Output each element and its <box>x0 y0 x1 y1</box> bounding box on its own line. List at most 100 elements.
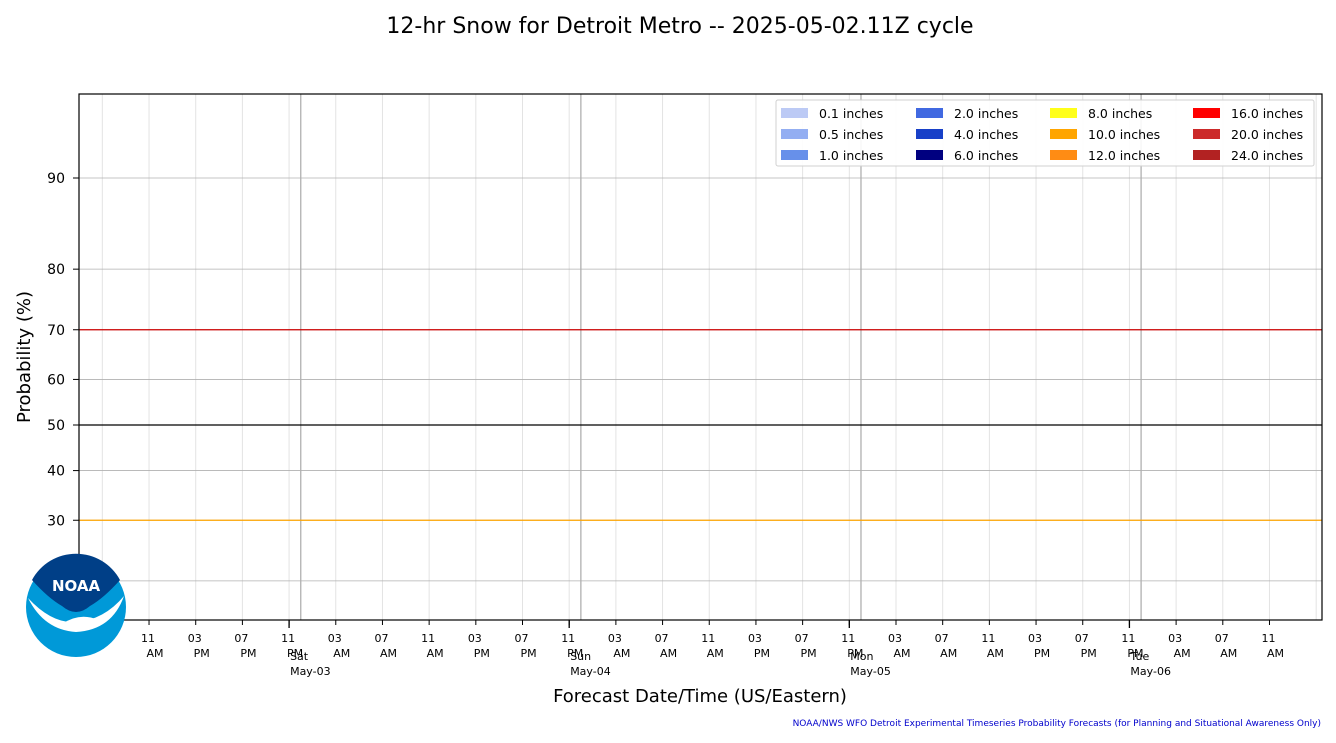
x-tick-ampm-label: AM <box>613 647 630 660</box>
x-tick-ampm-label: AM <box>707 647 724 660</box>
x-tick-time-label: 11 <box>1121 632 1135 645</box>
x-day-label: Mon <box>850 650 873 663</box>
x-tick-ampm-label: AM <box>147 647 164 660</box>
y-tick-label: 30 <box>47 513 65 529</box>
x-tick-time-label: 11 <box>701 632 715 645</box>
x-axis-label: Forecast Date/Time (US/Eastern) <box>553 686 847 707</box>
legend-swatch <box>916 108 943 118</box>
x-tick-ampm-label: PM <box>1034 647 1050 660</box>
x-tick-ampm-label: AM <box>660 647 677 660</box>
x-tick-time-label: 03 <box>328 632 342 645</box>
x-tick-ampm-label: PM <box>754 647 770 660</box>
legend-label: 16.0 inches <box>1231 106 1303 121</box>
x-tick-ampm-label: AM <box>427 647 444 660</box>
legend-box <box>775 99 1315 167</box>
legend-swatch <box>1050 150 1077 160</box>
legend-swatch <box>916 129 943 139</box>
x-tick-time-label: 07 <box>234 632 248 645</box>
x-tick-ampm-label: PM <box>194 647 210 660</box>
x-tick-ampm-label: PM <box>1081 647 1097 660</box>
x-day-label: Tue <box>1129 650 1149 663</box>
x-tick-ampm-label: AM <box>987 647 1004 660</box>
y-tick-label: 90 <box>47 171 65 187</box>
x-tick-time-label: 07 <box>655 632 669 645</box>
x-tick-ampm-label: PM <box>240 647 256 660</box>
x-tick-time-label: 11 <box>981 632 995 645</box>
x-date-label: May-06 <box>1130 665 1171 678</box>
x-tick-time-label: 07 <box>935 632 949 645</box>
x-tick-time-label: 11 <box>281 632 295 645</box>
x-date-label: May-03 <box>290 665 331 678</box>
x-tick-ampm-label: PM <box>520 647 536 660</box>
y-tick-label: 70 <box>47 323 65 339</box>
x-tick-ampm-label: PM <box>1127 647 1143 660</box>
x-date-label: May-05 <box>850 665 891 678</box>
footer-disclaimer: NOAA/NWS WFO Detroit Experimental Timese… <box>793 719 1321 729</box>
legend-swatch <box>781 150 808 160</box>
y-axis-label: Probability (%) <box>14 291 35 423</box>
x-tick-time-label: 07 <box>1075 632 1089 645</box>
legend-label: 2.0 inches <box>954 106 1018 121</box>
y-tick-label: 60 <box>47 372 65 388</box>
x-day-label: Sun <box>570 650 591 663</box>
legend-label: 24.0 inches <box>1231 148 1303 163</box>
legend-swatch <box>1050 129 1077 139</box>
x-tick-time-label: 07 <box>374 632 388 645</box>
legend: 0.1 inches 0.5 inches 1.0 inches 2.0 inches… <box>775 99 1315 167</box>
x-axis-ticks: 11AM03PM07PM11PMSatMay-0303AM07AM11AM03P… <box>141 620 1284 678</box>
reference-lines <box>79 329 1322 521</box>
x-tick-ampm-label: AM <box>1220 647 1237 660</box>
x-tick-time-label: 03 <box>888 632 902 645</box>
legend-label: 12.0 inches <box>1088 148 1160 163</box>
legend-swatch <box>781 129 808 139</box>
x-tick-ampm-label: PM <box>847 647 863 660</box>
x-tick-time-label: 11 <box>421 632 435 645</box>
x-tick-ampm-label: AM <box>333 647 350 660</box>
x-tick-ampm-label: AM <box>380 647 397 660</box>
y-axis-ticks: 2030405060708090 <box>47 171 79 590</box>
x-tick-time-label: 11 <box>841 632 855 645</box>
x-tick-ampm-label: AM <box>893 647 910 660</box>
grid-layer <box>79 94 1322 621</box>
x-tick-time-label: 11 <box>561 632 575 645</box>
x-tick-time-label: 03 <box>1028 632 1042 645</box>
x-tick-ampm-label: PM <box>287 647 303 660</box>
y-tick-label: 40 <box>47 464 65 480</box>
noaa-logo-icon: NOAA <box>26 553 126 657</box>
legend-swatch <box>1193 150 1220 160</box>
x-tick-time-label: 07 <box>515 632 529 645</box>
legend-swatch <box>1193 129 1220 139</box>
legend-label: 0.1 inches <box>819 106 883 121</box>
x-tick-time-label: 03 <box>748 632 762 645</box>
x-tick-ampm-label: PM <box>474 647 490 660</box>
x-tick-ampm-label: AM <box>940 647 957 660</box>
x-date-label: May-04 <box>570 665 611 678</box>
x-tick-time-label: 07 <box>1215 632 1229 645</box>
x-tick-ampm-label: PM <box>567 647 583 660</box>
legend-label: 4.0 inches <box>954 127 1018 142</box>
x-tick-time-label: 03 <box>188 632 202 645</box>
x-tick-ampm-label: AM <box>1267 647 1284 660</box>
y-tick-label: 80 <box>47 262 65 278</box>
noaa-logo-text: NOAA <box>52 577 101 595</box>
x-tick-time-label: 03 <box>468 632 482 645</box>
x-tick-time-label: 11 <box>1261 632 1275 645</box>
legend-label: 20.0 inches <box>1231 127 1303 142</box>
x-tick-time-label: 03 <box>608 632 622 645</box>
legend-label: 0.5 inches <box>819 127 883 142</box>
legend-label: 8.0 inches <box>1088 106 1152 121</box>
legend-label: 1.0 inches <box>819 148 883 163</box>
legend-label: 6.0 inches <box>954 148 1018 163</box>
legend-swatch <box>1050 108 1077 118</box>
x-tick-time-label: 03 <box>1168 632 1182 645</box>
legend-label: 10.0 inches <box>1088 127 1160 142</box>
x-day-label: Sat <box>290 650 309 663</box>
plot-area-frame <box>78 93 1323 621</box>
x-tick-time-label: 07 <box>795 632 809 645</box>
x-tick-time-label: 11 <box>141 632 155 645</box>
x-tick-ampm-label: AM <box>1174 647 1191 660</box>
x-tick-ampm-label: PM <box>801 647 817 660</box>
legend-swatch <box>1193 108 1220 118</box>
legend-swatch <box>916 150 943 160</box>
